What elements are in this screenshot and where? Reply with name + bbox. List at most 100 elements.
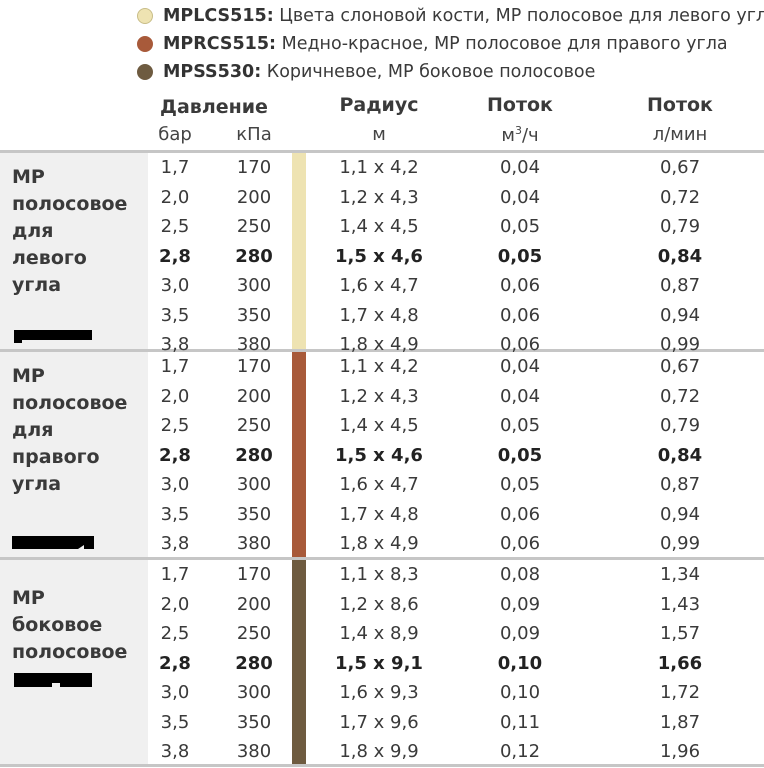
cell-radius: 1,7 x 9,6 [339, 711, 419, 733]
legend-item-mpss530: MPSS530: Коричневое, MP боковое полосово… [137, 58, 764, 86]
cell-kpa: 380 [236, 533, 272, 554]
cell-bar: 2,5 [160, 415, 190, 436]
cell-lmin: 0,72 [659, 385, 701, 407]
cell-kpa: 200 [236, 385, 272, 407]
flow-lmin-unit: л/мин [652, 124, 708, 145]
cell-bar: 3,5 [160, 304, 190, 326]
cell-bar: 2,5 [160, 216, 190, 237]
cell-kpa: 280 [235, 245, 273, 267]
cell-lmin: 0,99 [659, 533, 701, 554]
legend-item-mprcs515: MPRCS515: Медно-красное, MP полосовое дл… [137, 30, 764, 58]
cell-bar: 1,7 [160, 157, 190, 178]
copper-red-color-bar [292, 352, 306, 557]
cell-radius: 1,6 x 9,3 [339, 682, 419, 703]
legend-desc: Медно-красное, MP полосовое для правого … [281, 34, 728, 54]
section-data-area [148, 560, 764, 764]
cell-kpa: 350 [236, 711, 272, 733]
cell-kpa: 170 [236, 564, 272, 585]
cell-bar: 1,7 [160, 564, 190, 585]
legend-code: MPSS530: [163, 62, 262, 82]
cell-lmin: 0,87 [659, 474, 701, 495]
cell-lmin: 0,94 [659, 503, 701, 525]
cell-radius: 1,2 x 4,3 [339, 385, 419, 407]
section-title: MP боковое полосовое [12, 587, 128, 663]
table-row: 2,0 200 1,2 x 4,3 0,04 0,72 [0, 183, 764, 213]
legend-item-mplcs515: MPLCS515: Цвета слоновой кости, MP полос… [137, 2, 764, 30]
table-row: 2,5 250 1,4 x 4,5 0,05 0,79 [0, 212, 764, 242]
table-row: 3,8 380 1,8 x 9,9 0,12 1,96 [0, 737, 764, 767]
cell-radius: 1,1 x 8,3 [339, 564, 419, 585]
table-row: 2,5 250 1,4 x 4,5 0,05 0,79 [0, 411, 764, 441]
table-row: 2,8 280 1,5 x 4,6 0,05 0,84 [0, 441, 764, 471]
table-row: 2,0 200 1,2 x 8,6 0,09 1,43 [0, 590, 764, 620]
cell-kpa: 280 [235, 652, 273, 674]
cell-lmin: 0,87 [659, 275, 701, 296]
cell-m3h: 0,06 [499, 334, 541, 355]
cell-kpa: 300 [236, 474, 272, 495]
table-row: 3,0 300 1,6 x 4,7 0,06 0,87 [0, 271, 764, 301]
radius-header: Радиус [339, 94, 419, 116]
cell-bar: 3,5 [160, 503, 190, 525]
table-row: 2,5 250 1,4 x 8,9 0,09 1,57 [0, 619, 764, 649]
legend-desc: Коричневое, MP боковое полосовое [266, 62, 596, 82]
cell-m3h: 0,04 [499, 385, 541, 407]
cell-bar: 2,8 [159, 652, 191, 674]
cell-bar: 1,7 [160, 356, 190, 377]
cell-m3h: 0,09 [499, 623, 541, 644]
cell-m3h: 0,05 [499, 216, 541, 237]
cell-lmin: 1,66 [657, 652, 703, 674]
cell-lmin: 1,72 [659, 682, 701, 703]
cell-radius: 1,4 x 4,5 [339, 415, 419, 436]
cell-m3h: 0,04 [499, 186, 541, 208]
cell-bar: 3,0 [160, 275, 190, 296]
cell-kpa: 350 [236, 304, 272, 326]
cell-lmin: 1,96 [659, 741, 701, 762]
cell-kpa: 300 [236, 275, 272, 296]
flow-m3h-unit: м3/ч [501, 124, 539, 146]
cell-m3h: 0,08 [499, 564, 541, 585]
cell-m3h: 0,05 [499, 415, 541, 436]
cell-lmin: 0,94 [659, 304, 701, 326]
section-divider [0, 349, 764, 352]
cell-m3h: 0,10 [499, 682, 541, 703]
cell-bar: 3,5 [160, 711, 190, 733]
cell-radius: 1,6 x 4,7 [339, 474, 419, 495]
brown-color-dot-icon [137, 64, 153, 80]
ivory-color-dot-icon [137, 8, 153, 24]
cell-m3h: 0,06 [499, 275, 541, 296]
cell-kpa: 250 [236, 415, 272, 436]
cell-kpa: 170 [236, 157, 272, 178]
table-row: 1,7 170 1,1 x 4,2 0,04 0,67 [0, 352, 764, 382]
cell-m3h: 0,11 [499, 711, 541, 733]
cell-kpa: 350 [236, 503, 272, 525]
cell-m3h: 0,04 [499, 356, 541, 377]
section-data-area [148, 153, 764, 349]
cell-kpa: 200 [236, 186, 272, 208]
legend-desc: Цвета слоновой кости, MP полосовое для л… [279, 6, 764, 26]
cell-radius: 1,8 x 9,9 [339, 741, 419, 762]
cell-bar: 3,0 [160, 682, 190, 703]
legend: MPLCS515: Цвета слоновой кости, MP полос… [137, 2, 764, 86]
section-title: MP полосовое для правого угла [12, 365, 128, 495]
table-row: 3,8 380 1,8 x 4,9 0,06 0,99 [0, 529, 764, 559]
cell-lmin: 0,72 [659, 186, 701, 208]
table-row: 3,8 380 1,8 x 4,9 0,06 0,99 [0, 330, 764, 360]
cell-kpa: 200 [236, 593, 272, 615]
cell-radius: 1,4 x 4,5 [339, 216, 419, 237]
cell-lmin: 0,84 [657, 245, 703, 267]
section-data-area [148, 352, 764, 557]
flow-lmin-header: Поток [647, 94, 713, 116]
cell-lmin: 1,87 [659, 711, 701, 733]
cell-bar: 2,8 [159, 245, 191, 267]
section-label-col [0, 560, 148, 764]
table-row: 3,5 350 1,7 x 9,6 0,11 1,87 [0, 708, 764, 738]
pressure-bar-unit: бар [158, 124, 192, 145]
section-title: MP полосовое для левого угла [12, 166, 128, 296]
copper-red-color-dot-icon [137, 36, 153, 52]
radius-unit: м [372, 124, 386, 145]
cell-m3h: 0,04 [499, 157, 541, 178]
cell-m3h: 0,05 [497, 444, 543, 466]
table-bottom-border [0, 764, 764, 767]
cell-kpa: 250 [236, 623, 272, 644]
cell-m3h: 0,06 [499, 503, 541, 525]
